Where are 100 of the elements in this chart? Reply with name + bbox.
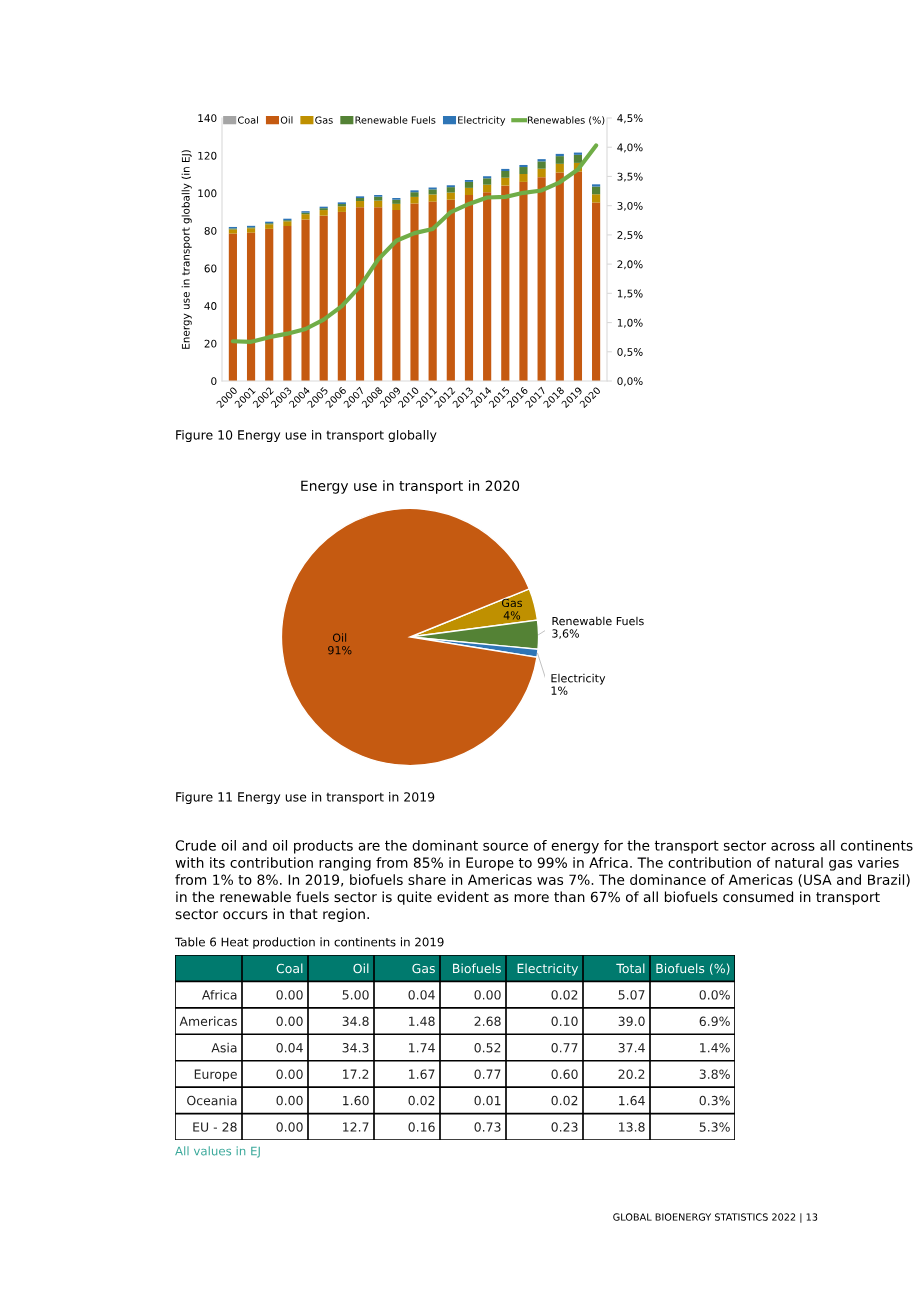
- text: 2.68: [474, 1016, 501, 1027]
- y-tick-label: 0: [211, 377, 217, 386]
- text: 0.0%: [699, 990, 730, 1000]
- bar: [537, 177, 546, 381]
- caption: Figure 11 Energy use in transport in 2019: [176, 791, 435, 805]
- text: 0.02: [551, 1095, 578, 1106]
- text: 0.73: [474, 1122, 501, 1132]
- data-label: 91%: [328, 645, 352, 655]
- legend-label: Renewable Fuels: [355, 116, 436, 124]
- bar: [228, 229, 237, 234]
- text: 0.00: [276, 1069, 303, 1079]
- bar: [592, 194, 601, 203]
- category-label: Americas: [179, 1016, 237, 1027]
- bar: [355, 207, 365, 381]
- bar: [519, 167, 528, 174]
- bar: [392, 210, 401, 381]
- y-tick-label: 60: [204, 264, 217, 273]
- bar: [464, 195, 474, 381]
- text: 0.00: [276, 1122, 303, 1132]
- bar: [410, 196, 419, 204]
- bar: [319, 215, 328, 381]
- text: 1.48: [409, 1016, 435, 1027]
- legend-label: Oil: [280, 116, 293, 124]
- slice-label: Oil: [332, 633, 347, 642]
- text: 0.3%: [699, 1095, 730, 1106]
- text: 0.00: [276, 990, 303, 1000]
- category-label: Total: [616, 963, 645, 974]
- text: 6.9%: [699, 1016, 730, 1027]
- bar: [501, 170, 510, 178]
- bar: [592, 184, 601, 187]
- y-axis-title: Energy use in transport globally (in EJ): [181, 150, 192, 349]
- text: 37.4: [618, 1042, 645, 1053]
- data-label: 3,6%: [552, 629, 580, 639]
- bar: [374, 207, 383, 381]
- y2-tick-label: 1,0%: [617, 318, 643, 328]
- y2-tick-label: 2,5%: [617, 231, 643, 241]
- bar: [446, 192, 455, 200]
- text: 0.77: [474, 1069, 501, 1079]
- text: 34.3: [342, 1042, 369, 1053]
- text: 0.16: [408, 1122, 435, 1132]
- bar: [410, 203, 419, 381]
- text: 0.04: [276, 1042, 303, 1053]
- bar: [519, 181, 528, 381]
- text: Crude oil and oil products are the dominant source of energy for the transport sector across all continents with its contribution ranging from 85% in Europe to 99% in Africa. The contribution of natural gas varies from 1% to 8%. In 2019, biofuels share in Americas was 7%. The dominance of Americas (USA and Brazil) in the renewable fuels sector is quite evident as more than 67% of all biofuels consumed in transport sector occurs in that region.: [175, 840, 913, 922]
- bar: [483, 176, 492, 179]
- bar: [573, 154, 583, 163]
- text: 0.02: [551, 990, 578, 1000]
- legend-label: Electricity: [458, 116, 506, 126]
- y2-tick-label: 4,5%: [617, 114, 643, 124]
- bar: [555, 163, 564, 173]
- bar: [392, 203, 401, 211]
- text: 0.00: [474, 990, 501, 1000]
- bar: [228, 233, 237, 381]
- slice-label: Electricity: [551, 673, 606, 685]
- bar: [483, 192, 492, 381]
- bar: [464, 187, 474, 196]
- pie-slice: [280, 507, 538, 767]
- bar: [265, 228, 274, 381]
- legend-label: Coal: [238, 116, 258, 124]
- text: 3.8%: [699, 1069, 730, 1079]
- legend-label: Gas: [315, 116, 333, 124]
- bar: [501, 168, 510, 171]
- bar: [555, 172, 564, 381]
- bar: [428, 189, 437, 195]
- bar: [428, 194, 437, 202]
- text: 12.7: [343, 1122, 369, 1132]
- bar: [555, 156, 564, 164]
- bar: [337, 206, 346, 212]
- bar: [464, 181, 474, 188]
- chart-title: Energy use in transport in 2020: [301, 480, 520, 494]
- category-label: EU - 28: [193, 1122, 237, 1132]
- text: 13.8: [619, 1122, 645, 1132]
- y-tick-label: 20: [204, 339, 217, 348]
- text: 1.74: [409, 1043, 435, 1053]
- text: 5.00: [342, 990, 369, 1000]
- text: 0.77: [551, 1042, 578, 1053]
- category-label: Biofuels (%): [656, 963, 730, 975]
- y2-tick-label: 0,0%: [617, 377, 643, 387]
- bar: [301, 214, 310, 220]
- y2-tick-label: 1,5%: [617, 289, 643, 299]
- bar: [592, 202, 601, 381]
- text: 0.02: [408, 1095, 435, 1106]
- bar: [446, 187, 455, 193]
- text: 0.04: [408, 990, 435, 1000]
- text: 1.60: [343, 1095, 369, 1106]
- y2-tick-label: 3,0%: [617, 201, 643, 211]
- text: 20.2: [618, 1069, 645, 1079]
- caption: Figure 10 Energy use in transport globally: [176, 429, 437, 443]
- line-series: [230, 143, 599, 344]
- category-label: Asia: [211, 1042, 237, 1053]
- text: 34.8: [342, 1016, 369, 1027]
- bar: [501, 177, 510, 186]
- y2-tick-label: 2,0%: [617, 260, 643, 270]
- text: GLOBAL BIOENERGY STATISTICS 2022 | 13: [613, 1213, 818, 1223]
- legend-label: Renewables (%): [527, 116, 605, 125]
- category-label: Oil: [353, 963, 369, 974]
- slice-label: Gas: [501, 598, 523, 608]
- bar: [246, 232, 256, 381]
- bar: [573, 171, 583, 381]
- category-label: Oceania: [187, 1095, 237, 1106]
